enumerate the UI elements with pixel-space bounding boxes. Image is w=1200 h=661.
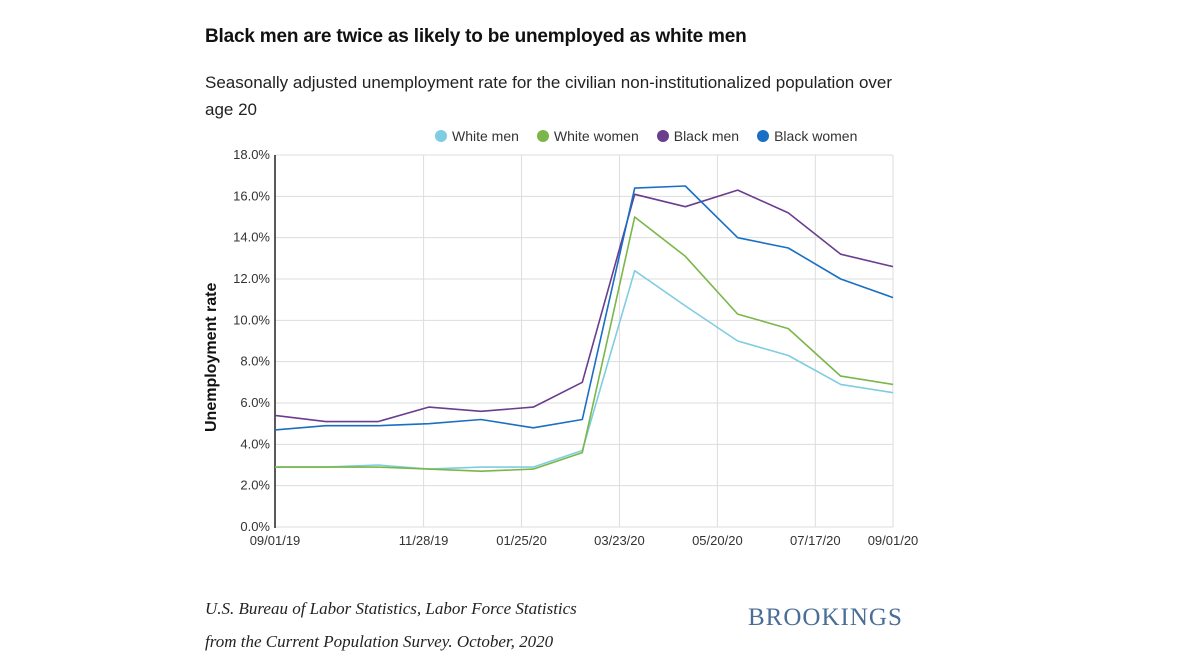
x-tick-label: 09/01/19: [250, 533, 301, 548]
y-tick-label: 12.0%: [233, 271, 270, 286]
y-tick-label: 18.0%: [233, 147, 270, 162]
legend-item-white-women[interactable]: White women: [536, 128, 639, 144]
legend-item-black-men[interactable]: Black men: [656, 128, 740, 144]
series-line-black-women: [274, 185, 894, 431]
chart-title: Black men are twice as likely to be unem…: [205, 26, 747, 47]
y-tick-label: 4.0%: [240, 436, 270, 451]
legend-swatch: [435, 130, 447, 142]
series-line-white-men: [275, 269, 894, 470]
legend-item-black-women[interactable]: Black women: [757, 128, 857, 144]
legend-label: White women: [553, 128, 639, 144]
grid: [275, 154, 894, 528]
legend-swatch: [536, 130, 549, 142]
brookings-logo: BROOKINGS: [748, 604, 903, 631]
legend-swatch: [757, 130, 770, 142]
series-line-white-women: [275, 216, 894, 473]
chart-legend: White men White women Black men Black wo…: [435, 128, 875, 144]
y-tick-label: 0.0%: [240, 519, 270, 534]
series-lines: [274, 185, 894, 473]
y-tick-label: 14.0%: [233, 230, 270, 245]
chart-subtitle: Seasonally adjusted unemployment rate fo…: [205, 73, 893, 119]
source-note: U.S. Bureau of Labor Statistics, Labor F…: [205, 592, 577, 658]
x-tick-label: 01/25/20: [496, 533, 547, 548]
x-tick-label: 07/17/20: [790, 533, 841, 548]
source-line: U.S. Bureau of Labor Statistics, Labor F…: [205, 599, 577, 618]
y-tick-label: 8.0%: [240, 354, 270, 369]
legend-swatch: [656, 130, 669, 142]
y-tick-label: 10.0%: [233, 312, 270, 327]
source-line: from the Current Population Survey. Octo…: [205, 632, 554, 651]
x-tick-label: 05/20/20: [692, 533, 743, 548]
legend-label: Black men: [673, 128, 740, 144]
y-tick-label: 6.0%: [240, 395, 270, 410]
legend-label: Black women: [774, 128, 858, 144]
legend-label: White men: [452, 128, 519, 144]
x-tick-label: 09/01/20: [868, 533, 919, 548]
series-line-black-men: [274, 189, 894, 423]
y-tick-label: 2.0%: [240, 478, 270, 493]
axes: 0.0% 2.0% 4.0% 6.0% 8.0% 10.0% 12.0% 14.0% 16.0%…: [233, 147, 918, 548]
legend-item-white-men[interactable]: White men: [435, 128, 519, 144]
y-tick-label: 16.0%: [233, 188, 270, 203]
x-tick-label: 03/23/20: [594, 533, 645, 548]
x-tick-label: 11/28/19: [399, 533, 449, 548]
